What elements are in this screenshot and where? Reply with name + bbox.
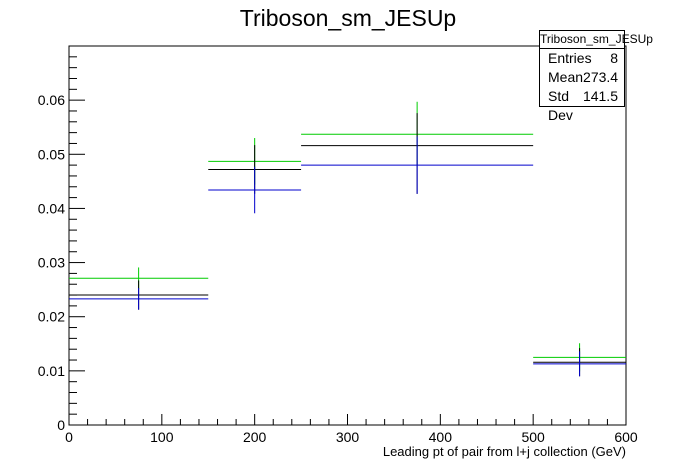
histogram-series bbox=[69, 136, 626, 377]
stats-label: Std Dev bbox=[548, 88, 573, 123]
stats-box-title: Triboson_sm_JESUp bbox=[540, 31, 653, 49]
x-tick-label: 100 bbox=[150, 429, 174, 445]
y-tick-label: 0.04 bbox=[38, 200, 65, 216]
stats-box: Triboson_sm_JESUp Entries 8 Mean 273.4 S… bbox=[539, 30, 653, 123]
stats-row-mean: Mean 273.4 bbox=[540, 68, 624, 87]
x-tick-label: 600 bbox=[614, 429, 638, 445]
chart-title: Triboson_sm_JESUp bbox=[240, 5, 456, 31]
y-tick-label: 0.03 bbox=[38, 255, 65, 271]
y-tick-label: 0 bbox=[57, 417, 65, 433]
y-tick-label: 0.02 bbox=[38, 309, 65, 325]
x-tick-label: 400 bbox=[429, 429, 453, 445]
x-tick-label: 0 bbox=[65, 429, 73, 445]
stats-value: 141.5 bbox=[582, 88, 618, 104]
y-tick-label: 0.05 bbox=[38, 146, 65, 162]
x-tick-label: 500 bbox=[521, 429, 545, 445]
x-axis: 0 100 200 300 400 500 600 bbox=[65, 414, 638, 445]
stats-value: 8 bbox=[610, 50, 618, 66]
y-tick-label: 0.06 bbox=[38, 92, 65, 108]
x-tick-label: 300 bbox=[336, 429, 360, 445]
stats-label: Entries bbox=[548, 50, 592, 66]
y-axis: 0 0.01 0.02 0.03 0.04 0.05 0.06 bbox=[38, 45, 85, 433]
x-tick-label: 200 bbox=[243, 429, 267, 445]
histogram-series bbox=[69, 101, 626, 372]
histogram-series bbox=[69, 113, 626, 377]
stats-value: 273.4 bbox=[583, 69, 619, 85]
series-layer bbox=[69, 101, 626, 377]
stats-row-stddev: Std Dev 141.5 bbox=[540, 87, 624, 123]
y-tick-label: 0.01 bbox=[38, 363, 65, 379]
stats-label: Mean bbox=[548, 69, 584, 85]
stats-row-entries: Entries 8 bbox=[540, 49, 624, 68]
x-axis-label: Leading pt of pair from l+j collection (… bbox=[383, 444, 626, 459]
